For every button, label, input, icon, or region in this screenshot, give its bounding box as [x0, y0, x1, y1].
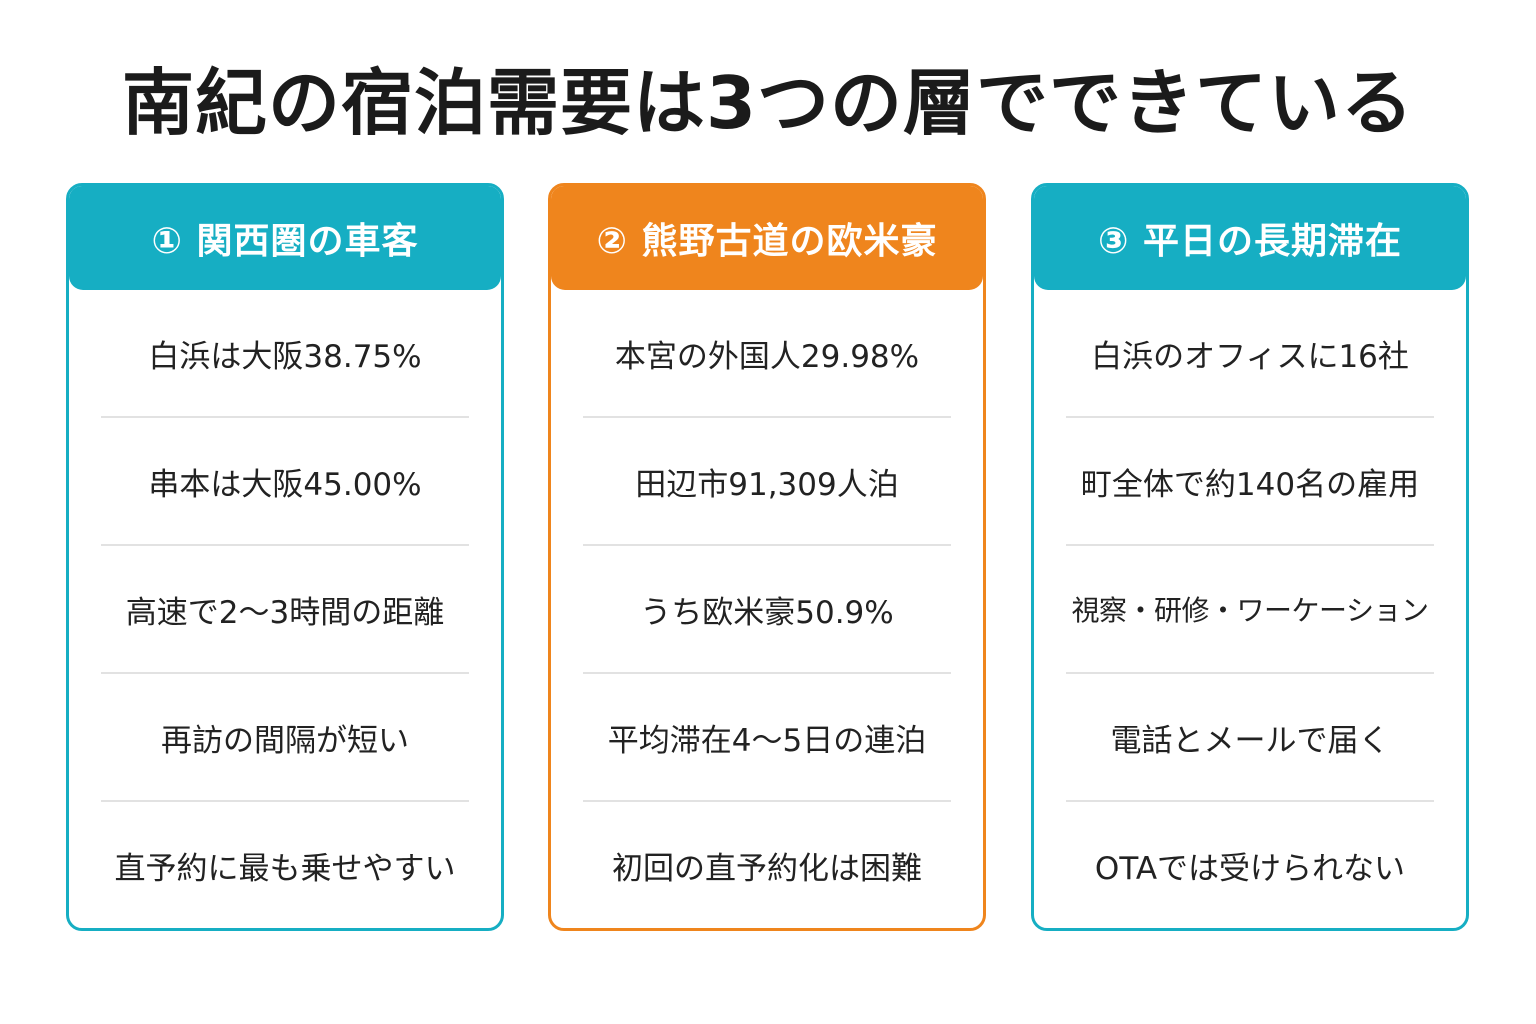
list-item: 電話とメールで届く — [1066, 674, 1434, 802]
list-item: うち欧米豪50.9% — [583, 546, 951, 674]
list-item: 町全体で約140名の雇用 — [1066, 418, 1434, 546]
card-items: 白浜は大阪38.75% 串本は大阪45.00% 高速で2〜3時間の距離 再訪の間… — [69, 290, 501, 928]
list-item: 視察・研修・ワーケーション — [1066, 546, 1434, 674]
list-item: 高速で2〜3時間の距離 — [101, 546, 469, 674]
list-item: 平均滞在4〜5日の連泊 — [583, 674, 951, 802]
card-items: 白浜のオフィスに16社 町全体で約140名の雇用 視察・研修・ワーケーション 電… — [1034, 290, 1466, 928]
card-header: ② 熊野古道の欧米豪 — [551, 186, 983, 290]
page-title: 南紀の宿泊需要は3つの層でできている — [121, 61, 1415, 145]
card-weekday-long-stay: ③ 平日の長期滞在 白浜のオフィスに16社 町全体で約140名の雇用 視察・研修… — [1031, 183, 1469, 931]
list-item: 白浜のオフィスに16社 — [1066, 290, 1434, 418]
list-item: 再訪の間隔が短い — [101, 674, 469, 802]
list-item: 初回の直予約化は困難 — [612, 850, 922, 887]
list-item: OTAでは受けられない — [1094, 850, 1406, 887]
list-item: 直予約に最も乗せやすい — [114, 850, 456, 887]
list-item: 本宮の外国人29.98% — [583, 290, 951, 418]
card-items: 本宮の外国人29.98% 田辺市91,309人泊 うち欧米豪50.9% 平均滞在… — [551, 290, 983, 928]
list-item: 白浜は大阪38.75% — [101, 290, 469, 418]
card-kumano-kodo-western-guests: ② 熊野古道の欧米豪 本宮の外国人29.98% 田辺市91,309人泊 うち欧米… — [548, 183, 986, 931]
list-item: 田辺市91,309人泊 — [583, 418, 951, 546]
card-header: ① 関西圏の車客 — [69, 186, 501, 290]
list-item: 串本は大阪45.00% — [101, 418, 469, 546]
card-header: ③ 平日の長期滞在 — [1034, 186, 1466, 290]
card-kansai-car-guests: ① 関西圏の車客 白浜は大阪38.75% 串本は大阪45.00% 高速で2〜3時… — [66, 183, 504, 931]
